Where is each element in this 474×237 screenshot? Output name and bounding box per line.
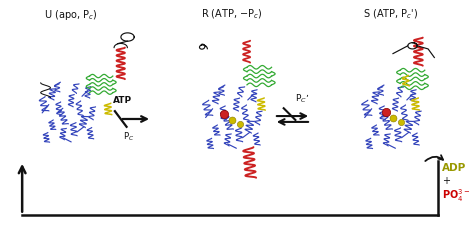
Text: PO$_4^{3-}$: PO$_4^{3-}$	[442, 187, 470, 204]
Text: R (ATP, $-$P$_c$): R (ATP, $-$P$_c$)	[201, 8, 263, 21]
Text: P$_C$’: P$_C$’	[295, 93, 310, 105]
Text: +: +	[442, 176, 450, 187]
Text: S (ATP, P$_c$'): S (ATP, P$_c$')	[363, 8, 419, 21]
Text: ADP: ADP	[442, 163, 466, 173]
Text: U (apo, P$_c$): U (apo, P$_c$)	[44, 8, 98, 22]
Text: P$_C$: P$_C$	[123, 131, 134, 143]
Text: ATP: ATP	[113, 96, 132, 105]
